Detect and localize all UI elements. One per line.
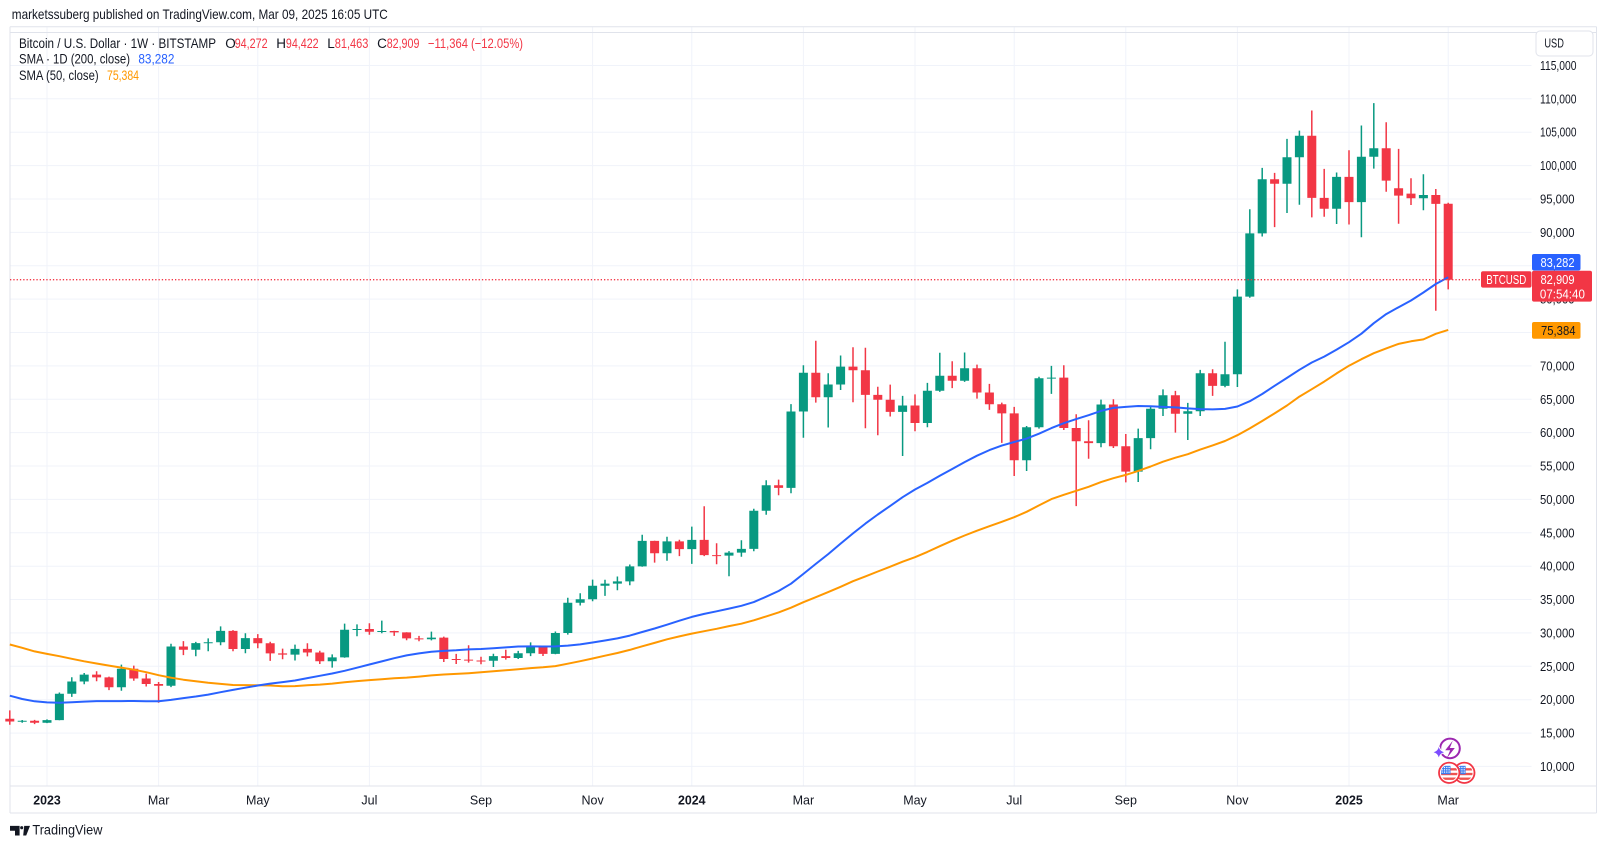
svg-text:65,000: 65,000	[1540, 393, 1575, 407]
svg-text:83,282: 83,282	[1541, 256, 1575, 270]
svg-text:50,000: 50,000	[1540, 493, 1575, 507]
svg-text:94,272: 94,272	[235, 36, 268, 51]
svg-text:75,384: 75,384	[107, 68, 139, 83]
svg-text:15,000: 15,000	[1540, 727, 1575, 741]
svg-text:94,422: 94,422	[286, 36, 319, 51]
svg-text:83,282: 83,282	[138, 52, 174, 67]
svg-text:110,000: 110,000	[1540, 92, 1577, 106]
svg-text:105,000: 105,000	[1540, 126, 1577, 140]
svg-text:Mar: Mar	[148, 794, 170, 808]
svg-text:90,000: 90,000	[1540, 226, 1575, 240]
svg-text:O: O	[225, 36, 236, 51]
svg-text:Sep: Sep	[1115, 794, 1137, 808]
svg-text:30,000: 30,000	[1540, 626, 1575, 640]
svg-text:H: H	[276, 36, 286, 51]
svg-text:C: C	[377, 36, 387, 51]
svg-text:75,384: 75,384	[1541, 324, 1576, 338]
svg-text:Mar: Mar	[1437, 794, 1459, 808]
svg-text:Jul: Jul	[361, 794, 377, 808]
svg-text:82,909: 82,909	[1541, 273, 1575, 287]
svg-text:TradingView: TradingView	[32, 823, 102, 838]
svg-text:115,000: 115,000	[1540, 59, 1577, 73]
svg-text:40,000: 40,000	[1540, 560, 1575, 574]
svg-text:25,000: 25,000	[1540, 660, 1575, 674]
svg-text:USD: USD	[1544, 37, 1564, 51]
svg-text:81,463: 81,463	[335, 36, 369, 51]
svg-text:−11,364 (−12.05%): −11,364 (−12.05%)	[428, 36, 523, 51]
svg-text:45,000: 45,000	[1540, 526, 1575, 540]
svg-text:Jul: Jul	[1006, 794, 1022, 808]
svg-text:Sep: Sep	[470, 794, 492, 808]
svg-text:07:54:40: 07:54:40	[1540, 288, 1585, 302]
svg-text:SMA (50, close): SMA (50, close)	[19, 68, 99, 83]
svg-text:95,000: 95,000	[1540, 193, 1575, 207]
svg-text:35,000: 35,000	[1540, 593, 1575, 607]
svg-text:May: May	[246, 794, 270, 808]
svg-text:May: May	[903, 794, 927, 808]
svg-text:Bitcoin / U.S. Dollar · 1W · B: Bitcoin / U.S. Dollar · 1W · BITSTAMP	[19, 36, 216, 51]
svg-text:Nov: Nov	[1226, 794, 1249, 808]
svg-text:55,000: 55,000	[1540, 460, 1575, 474]
svg-text:2024: 2024	[678, 794, 706, 808]
svg-text:Nov: Nov	[581, 794, 604, 808]
svg-text:70,000: 70,000	[1540, 359, 1575, 373]
svg-text:2023: 2023	[33, 794, 61, 808]
svg-text:82,909: 82,909	[387, 36, 420, 51]
svg-text:10,000: 10,000	[1540, 760, 1575, 774]
svg-text:Mar: Mar	[793, 794, 815, 808]
svg-text:SMA · 1D (200, close): SMA · 1D (200, close)	[19, 52, 130, 67]
svg-text:100,000: 100,000	[1540, 159, 1577, 173]
svg-text:20,000: 20,000	[1540, 693, 1575, 707]
svg-text:marketssuberg published on Tra: marketssuberg published on TradingView.c…	[12, 6, 388, 22]
svg-text:60,000: 60,000	[1540, 426, 1575, 440]
svg-text:BTCUSD: BTCUSD	[1486, 273, 1526, 287]
svg-text:L: L	[327, 36, 335, 51]
svg-text:2025: 2025	[1335, 794, 1363, 808]
